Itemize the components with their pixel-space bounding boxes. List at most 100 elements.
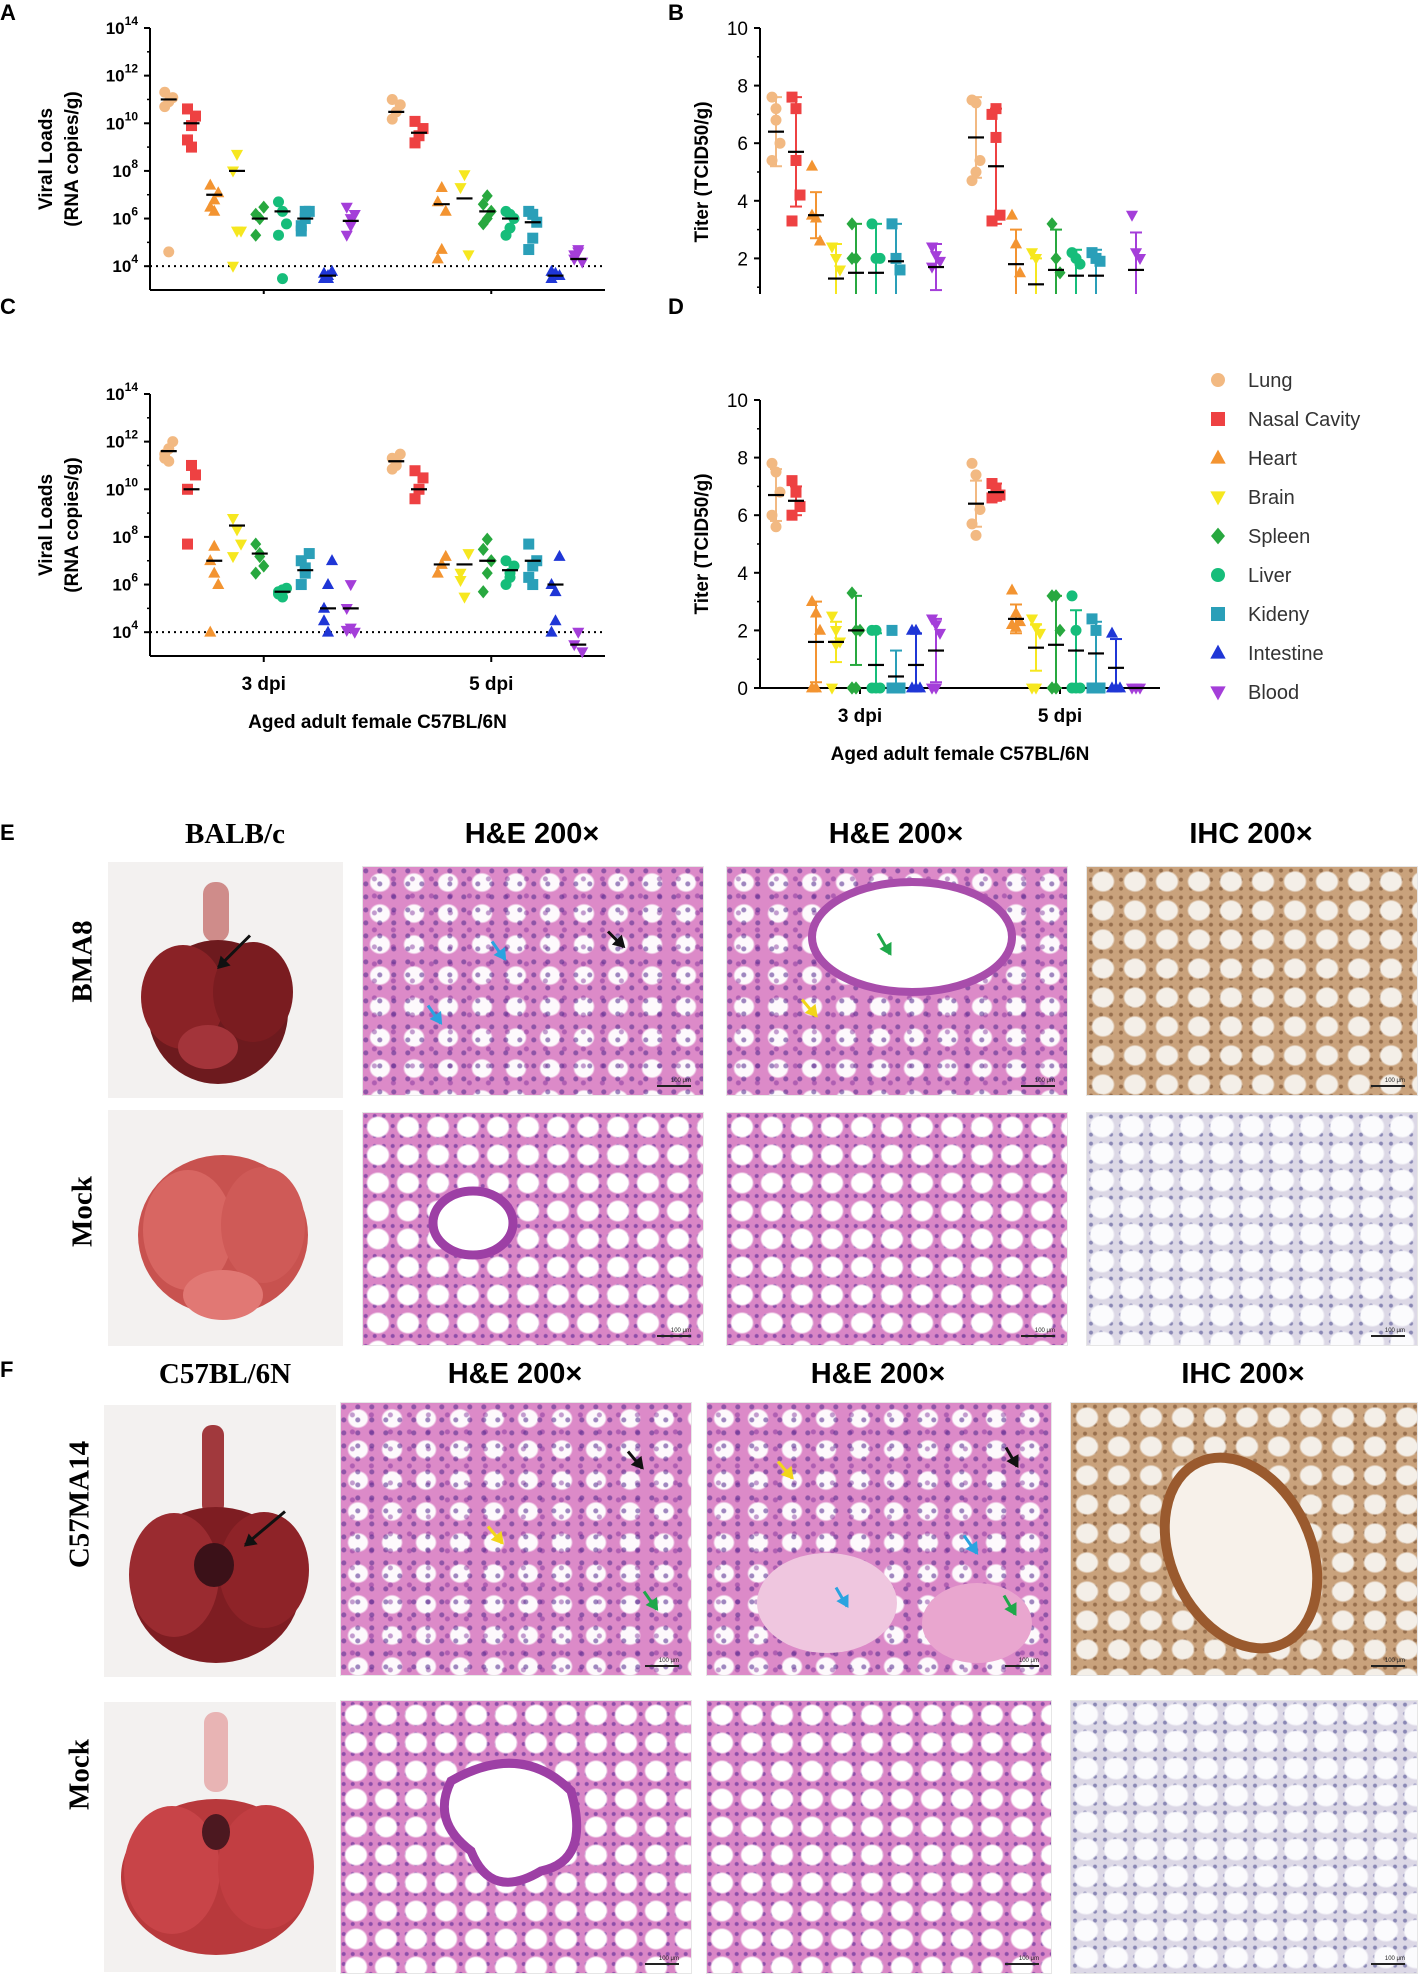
histology-e-mock-he-2: 100 μm (726, 1112, 1068, 1346)
chart-d-point (786, 475, 798, 487)
chart-d-xtick-label: 3 dpi (838, 706, 882, 727)
strain-label-c57: C57BL/6N (158, 1358, 292, 1390)
lung-photo-c57ma14-drawing (129, 1425, 309, 1663)
chart-a-point (394, 99, 406, 111)
legend-label: Brain (1248, 487, 1295, 509)
chart-a-point (321, 272, 335, 284)
chart-c-point (527, 579, 539, 591)
chart-d-point (825, 683, 839, 695)
scale-bar (1005, 1665, 1039, 1667)
scale-bar (657, 1085, 691, 1087)
chart-d-point (1070, 682, 1082, 694)
histology-e-bma8-he-2: 100 μm (726, 866, 1068, 1096)
chart-d-point (829, 626, 843, 637)
strain-label-balbc: BALB/c (185, 818, 285, 850)
chart-d-point (870, 624, 882, 636)
chart-d-point (805, 595, 819, 606)
edema-region (757, 1553, 1032, 1663)
chart-d-point (966, 518, 978, 530)
chart-d-point (909, 623, 923, 635)
chart-a-point (454, 183, 467, 195)
chart-c-point (190, 469, 201, 481)
chart-b-point (1025, 248, 1039, 260)
chart-b-point (794, 189, 806, 201)
chart-d-point (970, 529, 982, 541)
chart-a-point (258, 200, 270, 214)
chart-b-point (766, 154, 778, 166)
chart-b-point (774, 137, 786, 149)
chart-d-point (1090, 624, 1102, 636)
chart-legend: Lung Nasal Cavity Heart Brain Spleen Liver Kid… (1210, 370, 1360, 704)
legend-label: Blood (1248, 682, 1299, 704)
legend-label: Nasal Cavity (1248, 409, 1360, 431)
chart-a-point (273, 196, 284, 208)
chart-c-point (576, 647, 589, 659)
chart-b-point (805, 159, 819, 171)
chart-c-ylabel-line1: Viral Loads (36, 474, 57, 576)
chart-a-ylabel-line1: Viral Loads (36, 108, 57, 210)
scale-bar (1371, 1335, 1405, 1337)
chart-a-point (527, 232, 539, 244)
chart-c-point (295, 555, 307, 567)
chart-a-point (435, 242, 448, 254)
chart-d-point (1050, 589, 1062, 603)
chart-d-point (850, 681, 862, 695)
chart-b-point (994, 209, 1006, 221)
chart-c-xlabel: Aged adult female C57BL/6N (248, 712, 507, 733)
chart-b-point (846, 217, 858, 231)
chart-c-point (454, 575, 467, 587)
legend-marker (1210, 449, 1226, 464)
chart-c-point (477, 542, 489, 556)
chart-d-point (1094, 682, 1106, 694)
chart-c-xtick-label: 3 dpi (242, 674, 286, 695)
chart-a-point (576, 257, 589, 269)
bronchiole-lumen (1159, 1452, 1323, 1654)
chart-d-point (970, 469, 982, 481)
chart-b-point (1133, 254, 1147, 265)
chart-b-point (766, 91, 778, 103)
histology-e-bma8-he-1: 100 μm (362, 866, 704, 1096)
chart-c-point (409, 493, 421, 505)
chart-c-point (508, 560, 520, 572)
legend-label: Liver (1248, 565, 1292, 587)
lung-photo-mock-f-drawing (121, 1712, 314, 1955)
panel-letter-b: B (668, 0, 684, 25)
chart-c-point (277, 591, 288, 603)
chart-a-point (417, 123, 429, 135)
legend-marker (1211, 568, 1225, 582)
chart-c-point (572, 627, 585, 639)
chart-d-titer-c57: 0 2 4 6 8 10 Titer (TCID50/g) 3 dpi 5 dpi Aged ad… (692, 391, 1160, 765)
e-col-label-2: H&E 200× (828, 818, 964, 850)
chart-a-point (204, 178, 217, 190)
chart-c-point (523, 538, 535, 550)
chart-c-point (226, 552, 240, 564)
chart-c-ylabel-line2: (RNA copies/g) (62, 457, 83, 592)
chart-c-point (204, 625, 217, 637)
legend-marker (1211, 373, 1225, 387)
scale-bar-label: 100 μm (1384, 1078, 1405, 1084)
legend-marker (1210, 491, 1226, 506)
scale-bar-label: 100 μm (1018, 1658, 1039, 1664)
chart-c-point (186, 459, 197, 471)
chart-a-point (504, 222, 516, 234)
chart-d-xtick-label: 5 dpi (1038, 706, 1082, 727)
chart-d-point (794, 501, 806, 513)
legend-marker (1210, 644, 1226, 659)
chart-a-point (208, 204, 221, 216)
chart-d-point (813, 623, 827, 635)
chart-d-point (1113, 681, 1127, 693)
chart-c-point (250, 566, 262, 580)
chart-d-point (1054, 623, 1066, 637)
chart-d-point (825, 611, 839, 623)
chart-a-ytick-label: 104 (112, 252, 138, 276)
histology-f-mock-he-2: 100 μm (706, 1700, 1052, 1974)
scale-bar-label: 100 μm (670, 1078, 691, 1084)
chart-d-point (1029, 623, 1043, 635)
chart-a-point (431, 252, 444, 264)
chart-d-point (770, 521, 782, 533)
chart-a-point (208, 193, 221, 205)
e-row-label-bma8: BMA8 (66, 920, 99, 1003)
chart-d-point (846, 586, 858, 600)
chart-a-point (230, 226, 244, 238)
chart-a-point (163, 246, 175, 258)
